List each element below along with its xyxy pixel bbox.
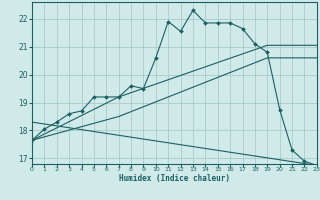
X-axis label: Humidex (Indice chaleur): Humidex (Indice chaleur) — [119, 174, 230, 183]
